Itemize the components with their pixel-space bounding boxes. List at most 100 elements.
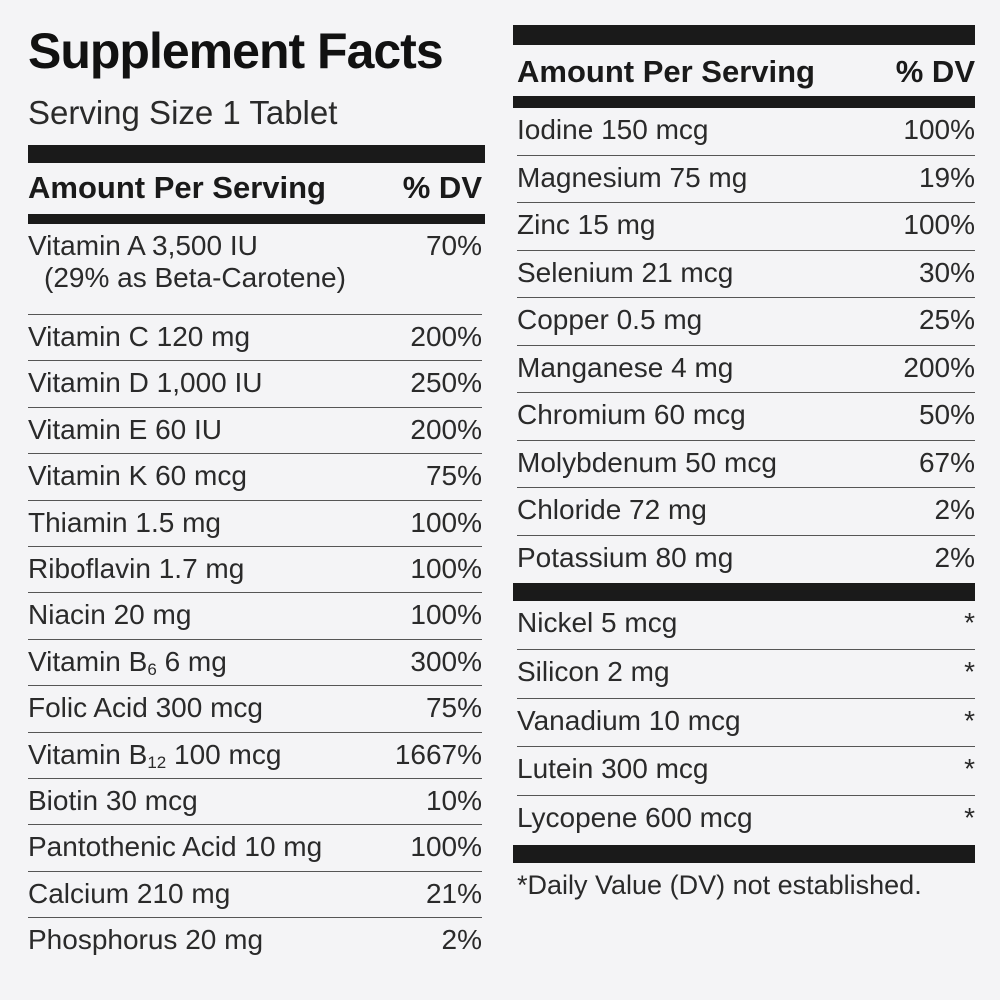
nutrient-row: Selenium 21 mcg 30% <box>517 251 975 298</box>
nutrient-label: Iodine 150 mcg <box>517 114 709 145</box>
nutrient-label: Vitamin D 1,000 IU <box>28 367 263 399</box>
nutrient-label: Vitamin A 3,500 IU <box>28 230 258 261</box>
rule <box>28 214 485 224</box>
nutrient-row: Chromium 60 mcg 50% <box>517 393 975 441</box>
nutrient-label: Zinc 15 mg <box>517 209 656 240</box>
nutrient-name: Selenium 21 mcg <box>517 257 733 289</box>
subscript: 12 <box>147 752 167 772</box>
nutrient-row: Vitamin C 120 mg 200% <box>28 315 482 362</box>
thick-rule <box>513 845 975 863</box>
nutrient-label: Niacin 20 mg <box>28 599 192 631</box>
daily-value: 50% <box>918 399 975 430</box>
daily-value: 75% <box>425 692 482 724</box>
nutrient-name: Potassium 80 mg <box>517 542 733 574</box>
nutrient-label: Pantothenic Acid 10 mg <box>28 831 323 863</box>
nutrient-label: Chromium 60 mcg <box>517 399 746 430</box>
nutrient-name: Magnesium 75 mg <box>517 162 747 194</box>
daily-value: * <box>964 655 975 687</box>
daily-value: 25% <box>918 304 975 335</box>
daily-value: 10% <box>425 785 482 816</box>
daily-value: 250% <box>410 367 482 399</box>
nutrient-name: Vitamin C 120 mg <box>28 321 250 353</box>
thick-rule <box>513 25 975 45</box>
nutrient-row: Silicon 2 mg * <box>517 650 975 699</box>
nutrient-name: Iodine 150 mcg <box>517 114 708 146</box>
daily-value: 21% <box>425 877 482 909</box>
nutrient-row: Chloride 72 mg 2% <box>517 488 975 536</box>
nutrient-name: Lutein 300 mcg <box>517 753 708 785</box>
daily-value: 70% <box>425 230 482 261</box>
rule <box>513 96 975 108</box>
daily-value: 19% <box>918 161 975 193</box>
nutrient-label: Silicon 2 mg <box>517 655 670 687</box>
nutrient-name: Molybdenum 50 mcg <box>517 447 777 479</box>
nutrient-label: Manganese 4 mg <box>517 351 734 383</box>
nutrient-row: Manganese 4 mg 200% <box>517 346 975 393</box>
header-dv: % DV <box>402 170 482 205</box>
nutrient-row: Vitamin A 3,500 IU (29% as Beta-Carotene)… <box>28 224 482 315</box>
nutrient-row: Lutein 300 mcg * <box>517 747 975 797</box>
thick-rule <box>513 583 975 601</box>
header-amount: Amount Per Serving <box>28 170 326 205</box>
nutrient-row: Calcium 210 mg 21% <box>28 872 482 919</box>
nutrient-row: Phosphorus 20 mg 2% <box>28 918 482 964</box>
nutrient-name: Thiamin 1.5 mg <box>28 507 221 539</box>
nutrient-name: Manganese 4 mg <box>517 352 733 384</box>
nutrient-label: Copper 0.5 mg <box>517 304 703 335</box>
nutrient-row: Magnesium 75 mg 19% <box>517 156 975 203</box>
nutrient-label: Thiamin 1.5 mg <box>28 506 221 538</box>
nutrient-label: Biotin 30 mcg <box>28 785 198 816</box>
nutrient-amount: 100 mcg <box>166 738 282 770</box>
nutrient-name: Vitamin E 60 IU <box>28 414 222 446</box>
daily-value: 30% <box>918 256 975 288</box>
daily-value: 100% <box>410 553 482 584</box>
daily-value: 67% <box>918 446 975 478</box>
header-dv: % DV <box>895 54 975 89</box>
nutrient-row: Potassium 80 mg 2% <box>517 536 975 584</box>
nutrient-name: Chromium 60 mcg <box>517 399 746 431</box>
nutrient-label: Vitamin B <box>28 738 148 770</box>
daily-value: 300% <box>410 645 482 677</box>
nutrient-row: Vitamin E 60 IU 200% <box>28 408 482 455</box>
nutrient-name: Biotin 30 mcg <box>28 785 198 817</box>
nutrient-label: Nickel 5 mcg <box>517 607 678 638</box>
nutrient-name: Niacin 20 mg <box>28 599 191 631</box>
daily-value: 100% <box>410 506 482 538</box>
nutrient-row: Niacin 20 mg 100% <box>28 593 482 640</box>
nutrient-label: Magnesium 75 mg <box>517 161 748 193</box>
daily-value: 100% <box>410 831 482 863</box>
daily-value: 100% <box>410 599 482 631</box>
daily-value: 1667% <box>394 738 482 770</box>
nutrient-row: Riboflavin 1.7 mg 100% <box>28 547 482 594</box>
nutrient-name: Pantothenic Acid 10 mg <box>28 831 322 863</box>
nutrient-row: Biotin 30 mcg 10% <box>28 779 482 826</box>
daily-value: 100% <box>903 209 975 240</box>
nutrient-name: Nickel 5 mcg <box>517 607 677 639</box>
nutrient-name: Calcium 210 mg <box>28 878 230 910</box>
daily-value: * <box>964 607 975 638</box>
nutrient-note: (29% as Beta-Carotene) <box>44 262 346 293</box>
daily-value: 200% <box>410 321 482 352</box>
nutrient-name: Chloride 72 mg <box>517 494 707 526</box>
subscript: 6 <box>147 659 157 679</box>
nutrient-name: Lycopene 600 mcg <box>517 802 753 834</box>
nutrient-label: Chloride 72 mg <box>517 494 707 525</box>
nutrient-label: Selenium 21 mcg <box>517 256 734 288</box>
daily-value: * <box>964 753 975 785</box>
nutrient-row: Iodine 150 mcg 100% <box>517 108 975 156</box>
thick-rule <box>28 145 485 163</box>
daily-value: 200% <box>410 413 482 445</box>
nutrient-label: Potassium 80 mg <box>517 541 734 573</box>
nutrient-label: Vitamin B <box>28 645 148 677</box>
daily-value: 200% <box>903 351 975 383</box>
nutrient-label: Vitamin K 60 mcg <box>28 460 247 492</box>
nutrient-row: Vitamin B6 6 mg 300% <box>28 640 482 687</box>
header-amount: Amount Per Serving <box>517 54 815 89</box>
daily-value: 2% <box>441 924 482 956</box>
daily-value: * <box>964 802 975 834</box>
nutrient-label: Lycopene 600 mcg <box>517 802 753 834</box>
footnote: *Daily Value (DV) not established. <box>517 870 922 900</box>
serving-size: Serving Size 1 Tablet <box>28 94 338 131</box>
nutrient-name: Vitamin B12 100 mcg <box>28 739 281 773</box>
